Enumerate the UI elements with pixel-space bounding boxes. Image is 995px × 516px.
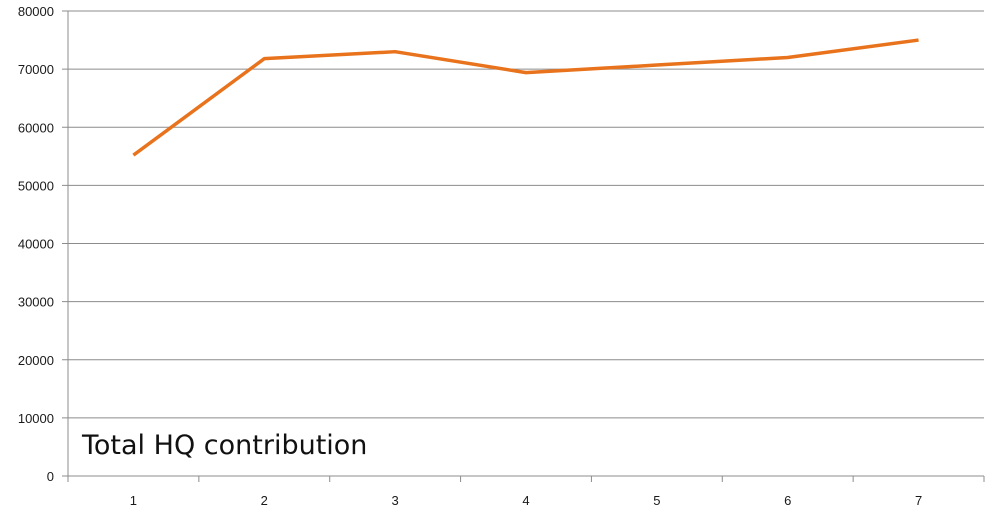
y-tick-label: 80000 [18, 4, 54, 19]
y-tick-label: 50000 [18, 178, 54, 193]
axes [62, 10, 985, 482]
y-tick-label: 30000 [18, 295, 54, 310]
y-tick-label: 70000 [18, 62, 54, 77]
series-label: Total HQ contribution [81, 430, 367, 461]
y-tick-label: 40000 [18, 237, 54, 252]
x-tick-label: 2 [261, 493, 268, 508]
y-tick-label: 10000 [18, 411, 54, 426]
x-tick-label: 6 [784, 493, 791, 508]
y-tick-label: 60000 [18, 120, 54, 135]
series-line [132, 38, 919, 157]
x-tick-label: 7 [915, 493, 922, 508]
x-tick-label: 1 [130, 493, 137, 508]
y-tick-label: 0 [47, 469, 54, 484]
y-tick-label: 20000 [18, 353, 54, 368]
x-tick-label: 5 [653, 493, 660, 508]
x-tick-label: 3 [392, 493, 399, 508]
gridlines [68, 10, 984, 419]
x-tick-label: 4 [522, 493, 529, 508]
y-axis-tick-labels: 0 10000 20000 30000 40000 50000 60000 70000 8000… [18, 4, 54, 484]
series-layer [132, 38, 919, 157]
x-axis-tick-labels: 1 2 3 4 5 6 7 [130, 493, 922, 508]
